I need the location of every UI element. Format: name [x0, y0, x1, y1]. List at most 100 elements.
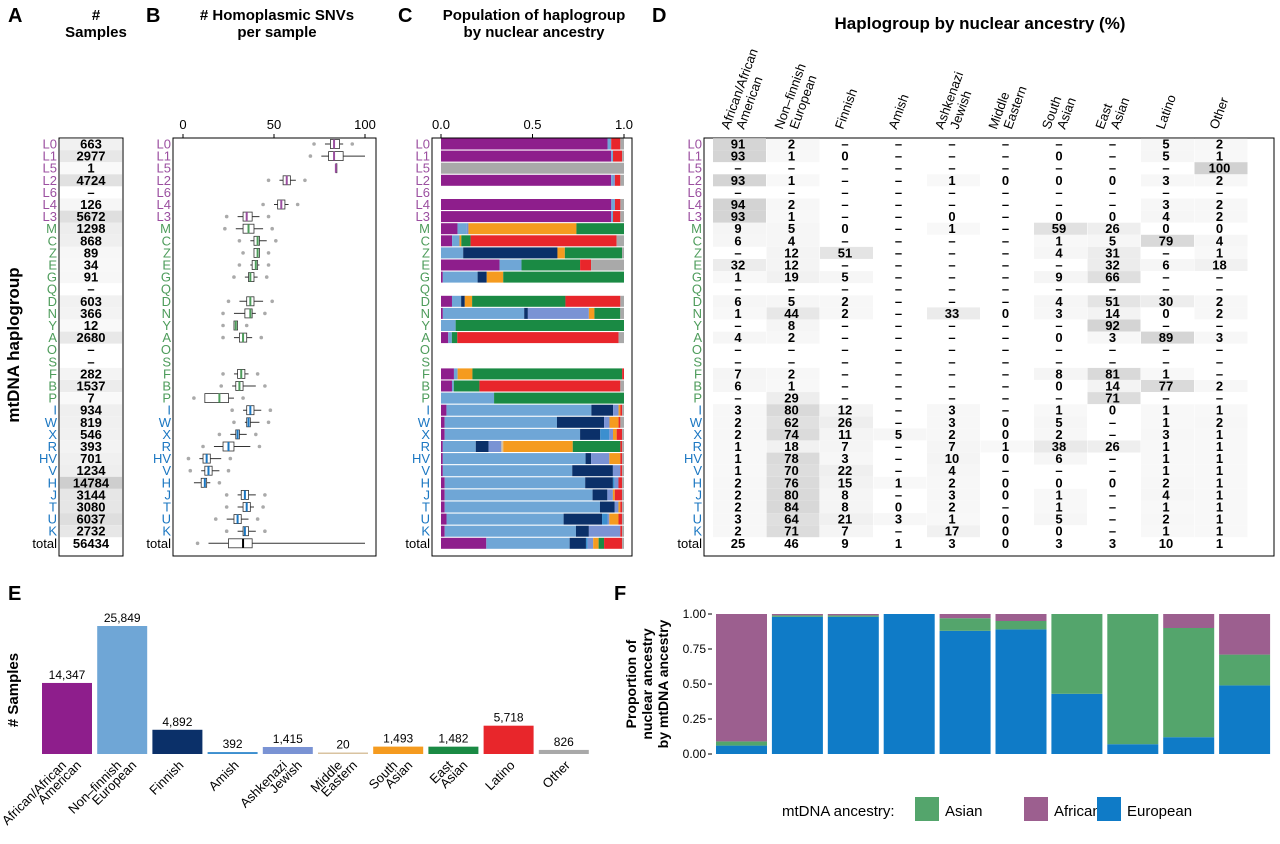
- table-cell-total-1: 46: [784, 536, 798, 551]
- table-cell-w-9: 2: [1216, 415, 1223, 430]
- row-label-j-0: J: [51, 487, 58, 502]
- row-label-q-3: Q: [692, 282, 702, 297]
- row-label-v-1: V: [162, 463, 171, 478]
- count-value-r: 393: [80, 439, 102, 454]
- row-label-z-3: Z: [694, 245, 702, 260]
- count-cell-bg: [60, 392, 122, 405]
- row-label-d-2: D: [421, 294, 430, 309]
- segment-r-1: [442, 441, 476, 452]
- row-label-u-0: U: [48, 512, 57, 527]
- table-cell-y-0: –: [734, 318, 741, 333]
- bar-9: [538, 749, 589, 754]
- table-cell-u-1: 64: [784, 512, 799, 527]
- count-value-k: 2732: [77, 524, 106, 539]
- table-cell-b-8: 77: [1159, 379, 1173, 394]
- count-value-h: 14784: [73, 475, 110, 490]
- table-cell-m-3: –: [895, 221, 902, 236]
- table-cell-i-4: 3: [948, 403, 955, 418]
- count-cell-bg: [60, 259, 122, 271]
- segment-hv-6: [609, 453, 621, 465]
- table-cell-total-3: 1: [895, 536, 902, 551]
- table-cell-b-5: –: [1002, 379, 1009, 394]
- row-label-k-1: K: [162, 524, 171, 539]
- table-cell-j-7: –: [1109, 487, 1116, 502]
- table-cell-bg: [713, 416, 766, 429]
- row-label-l1-1: L1: [157, 149, 171, 164]
- table-cell-bg: [713, 331, 766, 344]
- outlier-r: [201, 444, 205, 449]
- table-cell-bg: [1194, 440, 1248, 453]
- table-cell-l6-1: –: [788, 185, 795, 200]
- segment-n-0: [441, 307, 443, 319]
- table-cell-bg: [1087, 271, 1141, 284]
- table-cell-k-1: 71: [784, 524, 798, 539]
- count-cell-bg: [60, 150, 122, 163]
- row-label-r-0: R: [48, 439, 57, 454]
- table-cell-bg: [1194, 246, 1248, 259]
- table-cell-x-9: 1: [1216, 427, 1223, 442]
- table-cell-q-9: –: [1216, 282, 1223, 297]
- table-cell-s-4: –: [948, 354, 955, 369]
- table-cell-x-7: –: [1109, 427, 1116, 442]
- table-cell-bg: [713, 198, 766, 211]
- table-cell-bg: [713, 210, 766, 223]
- table-cell-hv-2: 3: [841, 451, 848, 466]
- row-label-l5-0: L5: [43, 161, 57, 176]
- table-cell-bg: [1141, 295, 1194, 308]
- outlier-u: [213, 517, 218, 521]
- table-cell-l5-4: –: [948, 161, 955, 176]
- row-label-o-0: O: [47, 342, 57, 357]
- panel-letter-f: F: [614, 583, 626, 605]
- outlier-hv: [228, 456, 233, 461]
- row-label-b-3: B: [693, 379, 702, 394]
- table-cell-d-2: 2: [841, 294, 848, 309]
- table-cell-u-2: 21: [838, 512, 852, 527]
- row-label-l5-1: L5: [157, 161, 171, 176]
- table-cell-l0-4: –: [948, 137, 955, 152]
- table-cell-y-2: –: [841, 318, 848, 333]
- segment-c-0: [441, 235, 453, 247]
- row-label-w-3: W: [690, 415, 703, 430]
- count-cell-bg: [60, 380, 122, 392]
- table-cell-s-0: –: [734, 354, 741, 369]
- count-cell-bg: [60, 464, 122, 477]
- table-cell-t-6: 1: [1055, 500, 1062, 515]
- table-cell-l3-1: 1: [788, 209, 795, 224]
- table-cell-z-8: –: [1162, 245, 1169, 260]
- table-cell-bg: [1087, 234, 1141, 247]
- row-label-s-2: S: [421, 354, 430, 369]
- table-cell-a-6: 0: [1055, 330, 1062, 345]
- table-cell-bg: [927, 174, 980, 187]
- outlier-h: [217, 481, 222, 485]
- row-label-b-2: B: [421, 379, 430, 394]
- row-label-a-0: A: [48, 330, 57, 345]
- table-cell-bg: [820, 295, 873, 308]
- segment-g-0: [441, 271, 443, 283]
- outlier-t: [261, 505, 265, 509]
- table-cell-h-2: 15: [838, 475, 852, 490]
- count-value-l3: 5672: [77, 209, 106, 224]
- table-cell-l2-9: 2: [1216, 173, 1223, 188]
- table-cell-bg: [766, 319, 820, 332]
- table-cell-o-7: –: [1109, 342, 1116, 357]
- row-label-t-1: T: [163, 500, 171, 515]
- row-label-r-1: R: [162, 439, 171, 454]
- column-header-2: Finnish: [832, 87, 860, 132]
- segment-g-1: [442, 271, 478, 283]
- table-cell-t-2: 8: [841, 500, 848, 515]
- table-cell-bg: [1141, 331, 1194, 344]
- table-cell-u-7: –: [1109, 512, 1116, 527]
- segment-a-8: [457, 332, 619, 344]
- row-label-l3-1: L3: [157, 209, 171, 224]
- box-n: [244, 308, 253, 319]
- stack-european-8: [1163, 737, 1215, 754]
- table-cell-l4-6: –: [1055, 197, 1062, 212]
- table-cell-bg: [820, 488, 873, 501]
- table-cell-h-8: 2: [1162, 475, 1169, 490]
- panel-b-boxplots: L0L1L5L2L6L4L3MCZEGQDNYAOSFBPIWXRHVVHJTU…: [146, 117, 375, 551]
- count-cell-bg: [60, 476, 122, 489]
- table-cell-bg: [1141, 488, 1194, 501]
- table-cell-l4-9: 2: [1216, 197, 1223, 212]
- table-cell-p-8: –: [1162, 391, 1169, 406]
